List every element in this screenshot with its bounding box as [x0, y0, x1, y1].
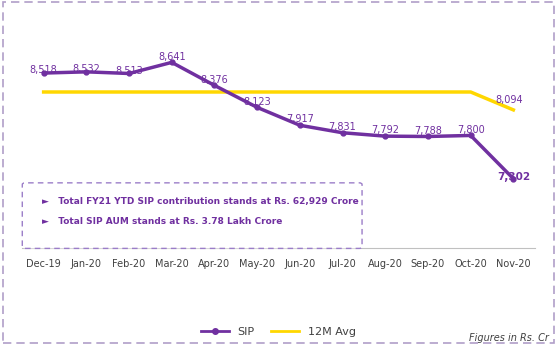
Legend: SIP, 12M Avg: SIP, 12M Avg [197, 323, 360, 341]
Text: 8,513: 8,513 [115, 66, 143, 76]
Text: 8,532: 8,532 [72, 64, 100, 74]
Text: 7,800: 7,800 [457, 125, 485, 135]
Text: 8,123: 8,123 [243, 97, 271, 107]
Text: 7,831: 7,831 [329, 122, 356, 132]
Text: 8,094: 8,094 [495, 95, 523, 105]
Text: 8,376: 8,376 [201, 75, 228, 85]
Text: 7,917: 7,917 [286, 115, 314, 125]
Text: 8,518: 8,518 [30, 65, 57, 75]
Text: 7,788: 7,788 [414, 126, 442, 136]
Text: ►   Total FY21 YTD SIP contribution stands at Rs. 62,929 Crore: ► Total FY21 YTD SIP contribution stands… [42, 197, 359, 206]
Text: 7,792: 7,792 [372, 125, 399, 135]
Text: Figures in Rs. Cr: Figures in Rs. Cr [469, 333, 549, 343]
Text: ►   Total SIP AUM stands at Rs. 3.78 Lakh Crore: ► Total SIP AUM stands at Rs. 3.78 Lakh … [42, 217, 282, 226]
Text: 7,302: 7,302 [497, 172, 530, 182]
Text: 8,641: 8,641 [158, 51, 185, 61]
